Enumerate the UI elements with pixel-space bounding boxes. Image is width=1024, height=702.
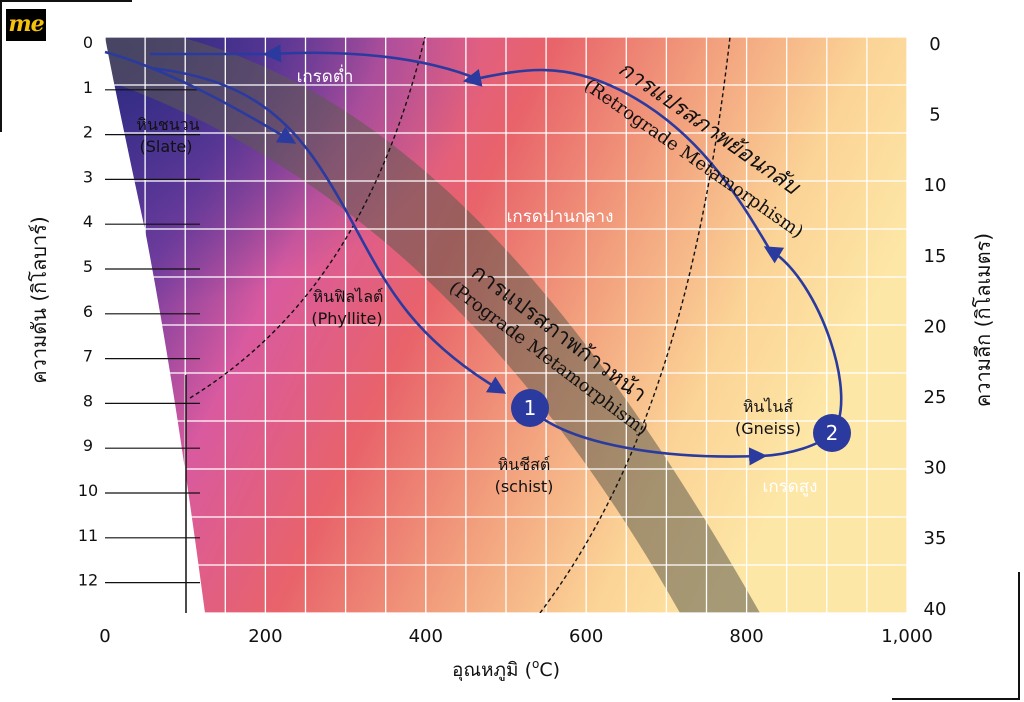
slate-label-en: (Slate) <box>139 137 192 156</box>
frame-rule-top <box>0 0 132 2</box>
left-tick-label: 7 <box>83 347 93 366</box>
left-tick-label: 3 <box>83 167 93 186</box>
slate-label-th: หินชนวน <box>136 115 199 134</box>
right-tick-label: 0 <box>929 34 940 55</box>
retrograde-path <box>759 246 843 458</box>
marker-2-label: 2 <box>826 421 839 445</box>
left-tick-label: 10 <box>78 481 98 500</box>
bottom-tick-label: 0 <box>99 626 110 647</box>
medium-grade-label: เกรดปานกลาง <box>507 207 614 227</box>
right-axis-title: ความลึก (กิโลเมตร) <box>971 233 995 407</box>
bottom-tick-label: 600 <box>569 626 603 647</box>
frame-rule-right <box>1018 572 1020 700</box>
bottom-tick-label: 800 <box>729 626 763 647</box>
right-tick-label: 25 <box>924 387 947 408</box>
schist-label-en: (schist) <box>495 477 554 496</box>
high-grade-label: เกรดสูง <box>763 477 818 497</box>
no-metamorphism-zone <box>105 37 205 613</box>
left-tick-label: 11 <box>78 526 98 545</box>
marker-1-label: 1 <box>524 396 537 420</box>
frame-rule-bottom <box>892 698 1020 700</box>
bottom-axis-title: อุณหภูมิ (oC) <box>452 657 560 682</box>
phyllite-label-th: หินฟิลไลต์ <box>313 287 384 306</box>
grid-lines <box>105 37 907 613</box>
right-tick-label: 15 <box>924 246 947 267</box>
retrograde-path-upper <box>462 68 772 251</box>
schist-label-th: หินชีสต์ <box>498 455 551 474</box>
prograde-path-upper <box>104 50 297 144</box>
left-tick-label: 9 <box>83 436 93 455</box>
right-tick-label: 40 <box>924 599 947 620</box>
gneiss-label-th: หินไนส์ <box>743 397 793 416</box>
prograde-path <box>149 66 507 394</box>
left-axis-title: ความดัน (กิโลบาร์) <box>27 216 51 383</box>
right-axis-ticks: 0 5 10 15 20 25 30 35 40 <box>924 34 947 620</box>
left-tick-label: 4 <box>83 212 93 231</box>
retrograde-path-top <box>262 44 481 82</box>
phyllite-label-en: (Phyllite) <box>311 309 382 328</box>
marker-1-circle <box>511 389 549 427</box>
bottom-tick-label: 1,000 <box>881 626 933 647</box>
right-tick-label: 30 <box>924 458 947 479</box>
brand-logo: me <box>6 9 46 41</box>
left-tick-label: 8 <box>83 391 93 410</box>
right-tick-label: 20 <box>924 316 947 337</box>
left-tick-label: 1 <box>83 78 93 97</box>
isograd-low-medium <box>189 37 426 399</box>
left-tick-label: 2 <box>83 123 93 142</box>
left-tick-label: 12 <box>78 571 98 590</box>
bottom-axis-ticks: 0 200 400 600 800 1,000 <box>99 626 932 647</box>
right-tick-label: 10 <box>924 175 947 196</box>
left-tick-label: 6 <box>83 302 93 321</box>
left-tick-label: 5 <box>83 257 93 276</box>
bottom-tick-label: 200 <box>248 626 282 647</box>
left-tick-label: 0 <box>83 33 93 52</box>
frame-rule-left <box>0 0 2 132</box>
left-pressure-tick-marks <box>105 89 200 584</box>
isograd-medium-high-1 <box>539 37 731 613</box>
marker-2-circle <box>813 414 851 452</box>
bottom-tick-label: 400 <box>409 626 443 647</box>
gneiss-label-en: (Gneiss) <box>735 419 801 438</box>
right-tick-label: 35 <box>924 528 947 549</box>
low-grade-label: เกรดต่ำ <box>297 64 354 87</box>
right-tick-label: 5 <box>929 105 940 126</box>
